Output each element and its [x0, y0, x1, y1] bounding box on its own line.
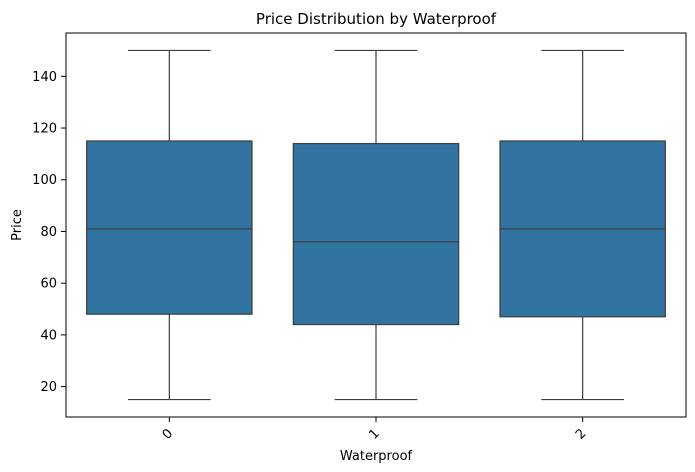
- y-tick-label: 20: [40, 380, 57, 395]
- y-tick-label: 40: [40, 328, 57, 343]
- plot-area: [86, 49, 666, 401]
- y-tick-label: 80: [40, 225, 57, 240]
- x-tick-label: 2: [573, 426, 589, 442]
- box-group-1: [292, 49, 460, 401]
- x-tick-label: 1: [366, 426, 382, 442]
- y-tick-label: 140: [32, 70, 57, 85]
- x-tick-label: 0: [160, 426, 176, 442]
- chart-title: Price Distribution by Waterproof: [256, 10, 497, 28]
- y-tick-label: 60: [40, 277, 57, 292]
- iqr-box: [86, 140, 253, 315]
- x-axis: 0 1 2: [160, 417, 589, 443]
- x-axis-label: Waterproof: [340, 449, 413, 464]
- box-group-2: [499, 49, 666, 401]
- y-axis: 20 40 60 80 100 120 140: [32, 70, 66, 395]
- y-tick-label: 120: [32, 122, 57, 137]
- box-group-0: [86, 49, 253, 401]
- iqr-box: [292, 142, 460, 326]
- y-axis-label: Price: [10, 209, 25, 241]
- y-tick-label: 100: [32, 173, 57, 188]
